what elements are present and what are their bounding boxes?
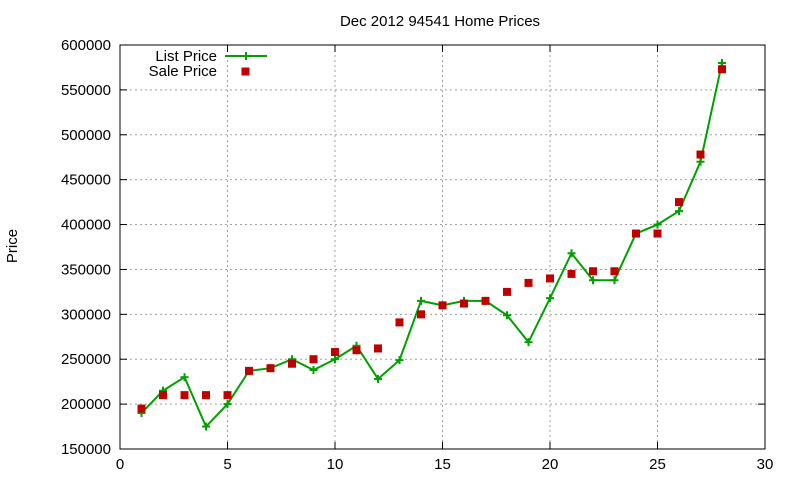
point-sale-price bbox=[438, 301, 447, 310]
y-tick-label: 450000 bbox=[61, 172, 111, 189]
chart-title: Dec 2012 94541 Home Prices bbox=[340, 13, 540, 30]
point-sale-price bbox=[395, 318, 404, 327]
point-sale-price bbox=[675, 198, 683, 207]
point-list-price bbox=[374, 374, 382, 383]
point-list-price bbox=[503, 311, 511, 320]
y-tick-label: 600000 bbox=[61, 37, 111, 54]
y-tick-label: 400000 bbox=[61, 217, 111, 234]
point-sale-price bbox=[202, 391, 210, 400]
y-axis-label: Price bbox=[4, 229, 21, 263]
y-tick-label: 150000 bbox=[61, 441, 111, 458]
y-tick-label: 250000 bbox=[61, 351, 111, 368]
point-sale-price bbox=[352, 346, 361, 355]
point-list-price bbox=[589, 276, 597, 285]
point-sale-price bbox=[266, 364, 275, 373]
x-tick-label: 5 bbox=[223, 456, 231, 473]
y-tick-label: 200000 bbox=[61, 396, 111, 413]
legend-marker-sale-price bbox=[241, 67, 250, 76]
x-tick-label: 20 bbox=[542, 456, 559, 473]
point-list-price bbox=[331, 355, 339, 364]
point-sale-price bbox=[417, 310, 425, 319]
point-sale-price bbox=[460, 299, 468, 308]
point-sale-price bbox=[245, 366, 253, 375]
x-tick-label: 0 bbox=[116, 456, 124, 473]
point-sale-price bbox=[524, 278, 533, 287]
x-tick-label: 15 bbox=[434, 456, 451, 473]
point-list-price bbox=[223, 400, 232, 409]
x-tick-label: 10 bbox=[327, 456, 344, 473]
point-list-price bbox=[202, 422, 210, 431]
point-list-price bbox=[675, 207, 683, 216]
point-sale-price bbox=[374, 344, 382, 353]
point-list-price bbox=[696, 157, 705, 166]
point-sale-price bbox=[610, 267, 619, 276]
point-list-price bbox=[653, 220, 662, 229]
legend-marker-list-price bbox=[242, 52, 250, 60]
point-sale-price bbox=[567, 269, 576, 278]
legend-label-list-price: List Price bbox=[155, 48, 217, 65]
legend-label-sale-price: Sale Price bbox=[149, 63, 217, 80]
point-list-price bbox=[524, 338, 533, 347]
point-sale-price bbox=[632, 229, 640, 238]
point-sale-price bbox=[653, 229, 662, 238]
point-sale-price bbox=[503, 287, 511, 296]
point-list-price bbox=[309, 365, 318, 374]
point-sale-price bbox=[159, 391, 167, 400]
point-list-price bbox=[180, 373, 189, 382]
point-sale-price bbox=[718, 65, 726, 74]
axis-ticks: 0 5 10 15 20 25 30 150000 200000 250000 300000 3500… bbox=[61, 37, 773, 473]
y-tick-label: 300000 bbox=[61, 306, 111, 323]
y-tick-label: 350000 bbox=[61, 261, 111, 278]
point-list-price bbox=[567, 249, 576, 258]
point-sale-price bbox=[546, 274, 554, 283]
series-layer bbox=[137, 58, 726, 431]
legend-plus-mark bbox=[242, 52, 250, 60]
point-list-price bbox=[417, 296, 425, 305]
grid-lines bbox=[120, 45, 765, 449]
point-sale-price bbox=[309, 355, 318, 364]
point-sale-price bbox=[696, 150, 705, 159]
point-sale-price bbox=[180, 391, 189, 400]
point-sale-price bbox=[481, 296, 490, 305]
y-tick-label: 550000 bbox=[61, 82, 111, 99]
plot-frame bbox=[119, 44, 766, 450]
legend: List Price Sale Price bbox=[149, 48, 267, 80]
point-sale-price bbox=[137, 404, 146, 413]
point-sale-price bbox=[288, 359, 296, 368]
series-line-list-price bbox=[140, 62, 723, 429]
point-list-price bbox=[546, 294, 554, 303]
point-list-price bbox=[395, 356, 404, 365]
point-list-price bbox=[610, 276, 619, 285]
x-tick-label: 25 bbox=[649, 456, 666, 473]
point-sale-price bbox=[589, 267, 597, 276]
x-tick-label: 30 bbox=[757, 456, 774, 473]
point-sale-price bbox=[331, 348, 339, 357]
y-tick-label: 500000 bbox=[61, 127, 111, 144]
point-sale-price bbox=[223, 391, 232, 400]
